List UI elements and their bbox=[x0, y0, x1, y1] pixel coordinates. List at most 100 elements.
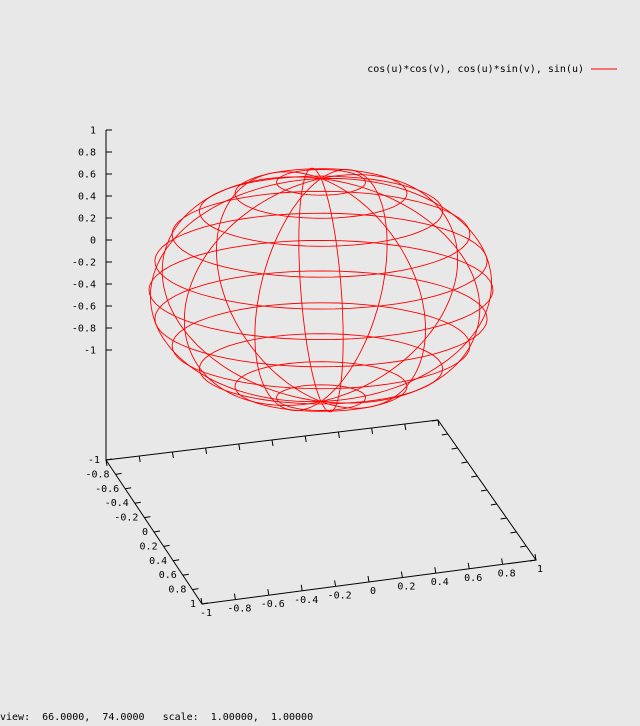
far-tick-mark bbox=[437, 419, 440, 427]
z-tick-label: -0.4 bbox=[72, 280, 96, 291]
z-tick-label: 0.2 bbox=[78, 214, 96, 225]
latitude-line bbox=[154, 212, 488, 310]
x-tick-mark bbox=[434, 567, 437, 574]
y-tick-label: 0.2 bbox=[140, 541, 158, 552]
meridian-line bbox=[183, 178, 322, 406]
x-tick-label: 0 bbox=[370, 586, 376, 597]
z-tick-label: 0.4 bbox=[78, 192, 96, 203]
x-tick-label: 0.6 bbox=[464, 573, 482, 584]
far-tick-mark bbox=[337, 431, 340, 439]
far-tick-mark bbox=[520, 545, 527, 548]
x-tick-label: 0.4 bbox=[431, 577, 449, 588]
x-tick-mark bbox=[367, 575, 370, 583]
x-tick-label: -0.2 bbox=[328, 590, 352, 601]
latitude-line bbox=[198, 175, 444, 247]
meridian-line bbox=[254, 178, 322, 411]
status-line: view: 66.0000, 74.0000 scale: 1.00000, 1… bbox=[0, 712, 313, 723]
z-tick-label: -0.8 bbox=[72, 324, 96, 335]
y-tick-mark bbox=[201, 602, 209, 605]
far-tick-mark bbox=[431, 419, 439, 422]
y-tick-label: -1 bbox=[88, 455, 100, 466]
y-tick-label: 0.6 bbox=[159, 570, 177, 581]
x-tick-mark bbox=[400, 571, 403, 578]
y-tick-label: 0 bbox=[142, 527, 148, 538]
view-label: view: bbox=[0, 712, 31, 723]
x-axis-ticks: -1 -0.8 -0.6 -0.4 -0.2 0 0.2 0.4 0.6 0.8 1 bbox=[200, 553, 543, 619]
meridian-line bbox=[320, 169, 388, 402]
x-tick-mark bbox=[300, 584, 303, 591]
far-edge-ticks bbox=[105, 419, 537, 562]
latitude-line bbox=[171, 302, 471, 390]
y-tick-mark bbox=[163, 544, 170, 547]
far-tick-mark bbox=[480, 489, 488, 492]
meridian-line bbox=[320, 178, 481, 404]
y-tick-label: -0.4 bbox=[105, 498, 129, 509]
far-tick-mark bbox=[441, 433, 448, 436]
far-tick-mark bbox=[490, 503, 497, 506]
z-tick-label: -0.2 bbox=[72, 258, 96, 269]
sphere-wireframe bbox=[148, 167, 494, 413]
y-tick-label: 1 bbox=[190, 599, 196, 610]
z-tick-label: -0.6 bbox=[72, 302, 96, 313]
scale-value: 1.00000, 1.00000 bbox=[210, 712, 314, 723]
latitude-line bbox=[148, 239, 494, 341]
far-tick-mark bbox=[205, 447, 208, 455]
latitude-line bbox=[234, 168, 408, 219]
y-tick-mark bbox=[182, 573, 189, 576]
latitude-line bbox=[234, 361, 408, 412]
far-tick-mark bbox=[238, 443, 241, 451]
meridian-line bbox=[149, 178, 322, 403]
x-tick-label: -1 bbox=[200, 608, 212, 619]
x-tick-label: 0.8 bbox=[498, 568, 516, 579]
y-tick-label: 0.4 bbox=[149, 556, 167, 567]
far-tick-mark bbox=[510, 531, 517, 534]
y-tick-mark bbox=[134, 501, 141, 504]
far-tick-mark bbox=[271, 439, 274, 447]
z-tick-label: -1 bbox=[84, 346, 96, 357]
y-tick-mark bbox=[144, 516, 151, 519]
y-tick-label: 0.8 bbox=[168, 585, 186, 596]
z-tick-label: 1 bbox=[90, 126, 96, 137]
x-tick-label: 1 bbox=[537, 564, 543, 575]
z-axis-ticks: 1 0.8 0.6 0.4 0.2 0 -0.2 -0.4 -0.6 -0.8 -1 bbox=[72, 126, 112, 357]
far-tick-mark bbox=[461, 461, 468, 464]
legend-label: cos(u)*cos(v), cos(u)*sin(v), sin(u) bbox=[367, 64, 584, 75]
far-tick-mark bbox=[404, 423, 407, 431]
y-tick-mark bbox=[192, 588, 199, 591]
z-tick-label: 0.8 bbox=[78, 148, 96, 159]
meridian-line bbox=[320, 178, 344, 413]
far-tick-mark bbox=[304, 435, 307, 443]
x-tick-mark bbox=[233, 593, 236, 600]
meridian-line bbox=[298, 167, 322, 402]
meridian-line bbox=[320, 178, 426, 409]
far-tick-mark bbox=[171, 451, 174, 459]
x-tick-label: -0.4 bbox=[294, 595, 318, 606]
far-tick-mark bbox=[529, 559, 537, 562]
y-axis-ticks: -1 -0.8 -0.6 -0.4 -0.2 0 0.2 0.4 0.6 0.8 1 bbox=[86, 455, 209, 610]
view-value: 66.0000, 74.0000 bbox=[42, 712, 145, 723]
latitude-line bbox=[198, 333, 444, 405]
x-tick-mark bbox=[200, 597, 203, 605]
x-tick-mark bbox=[467, 562, 470, 569]
x-tick-label: -0.8 bbox=[227, 604, 251, 615]
y-tick-label: -0.6 bbox=[95, 484, 119, 495]
far-tick-mark bbox=[451, 447, 458, 450]
x-tick-label: -0.6 bbox=[261, 599, 285, 610]
meridian-line bbox=[320, 177, 493, 402]
x-tick-mark bbox=[501, 558, 504, 565]
meridian-line bbox=[216, 171, 322, 402]
y-tick-mark bbox=[105, 458, 113, 461]
far-tick-mark bbox=[471, 475, 478, 478]
far-tick-mark bbox=[138, 455, 141, 463]
latitude-line bbox=[276, 384, 366, 411]
y-tick-label: -0.2 bbox=[114, 513, 138, 524]
far-tick-mark bbox=[105, 459, 108, 467]
y-tick-mark bbox=[173, 559, 180, 562]
x-tick-label: 0.2 bbox=[397, 582, 415, 593]
meridian-line bbox=[320, 174, 459, 402]
y-tick-label: -0.8 bbox=[86, 469, 110, 480]
x-tick-mark bbox=[534, 553, 537, 561]
y-tick-mark bbox=[125, 487, 132, 490]
scale-label: scale: bbox=[162, 712, 199, 723]
